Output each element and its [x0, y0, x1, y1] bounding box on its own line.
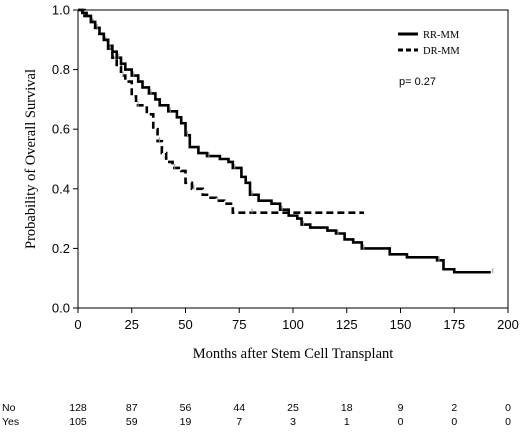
- risk-count: 56: [180, 402, 192, 414]
- x-tick-label: 0: [74, 317, 81, 332]
- risk-row-label: Yes: [2, 416, 19, 428]
- legend: RR-MM DR-MM: [398, 30, 460, 57]
- risk-count: 18: [341, 402, 353, 414]
- risk-count: 0: [451, 416, 457, 428]
- x-tick-label: 175: [443, 317, 465, 332]
- risk-count: 0: [505, 402, 511, 414]
- y-tick-label: 0.8: [52, 62, 70, 77]
- x-tick-label: 200: [497, 317, 519, 332]
- legend-label-rr-mm: RR-MM: [423, 30, 460, 41]
- risk-count: 87: [126, 402, 138, 414]
- x-tick-label: 125: [336, 317, 358, 332]
- y-axis-ticks: 0.0 0.2 0.4 0.6 0.8 1.0: [52, 3, 78, 316]
- series-line-rr-mm: [78, 8, 491, 274]
- x-tick-label: 75: [232, 317, 246, 332]
- y-tick-label: 1.0: [52, 3, 70, 18]
- x-tick-label: 25: [125, 317, 139, 332]
- risk-count: 0: [505, 416, 511, 428]
- risk-count: 25: [287, 402, 299, 414]
- risk-count: 105: [69, 416, 87, 428]
- x-axis-ticks: 0 25 50 75 100 125 150 175 200: [74, 308, 519, 332]
- risk-row-label: No: [2, 402, 16, 414]
- x-tick-label: 50: [178, 317, 192, 332]
- y-tick-label: 0.6: [52, 122, 70, 137]
- legend-label-dr-mm: DR-MM: [423, 46, 460, 57]
- risk-count: 0: [398, 416, 404, 428]
- series-layer: [78, 8, 494, 274]
- series-line-dr-mm: [78, 8, 364, 214]
- risk-count: 19: [180, 416, 192, 428]
- risk-count: 2: [451, 402, 457, 414]
- risk-count: 3: [290, 416, 296, 428]
- risk-count: 128: [69, 402, 87, 414]
- x-axis-label: Months after Stem Cell Transplant: [193, 346, 394, 362]
- p-value-annotation: p= 0.27: [399, 76, 436, 88]
- risk-table: No 128 87 56 44 25 18 9 2 0 Yes 105 59 19 7 3 1 0 0 0: [2, 402, 511, 428]
- risk-count: 59: [126, 416, 138, 428]
- risk-count: 1: [344, 416, 350, 428]
- x-tick-label: 100: [282, 317, 304, 332]
- y-axis-label: Probability of Overall Survival: [23, 69, 39, 249]
- y-tick-label: 0.4: [52, 181, 70, 196]
- y-tick-label: 0.0: [52, 301, 70, 316]
- x-tick-label: 150: [390, 317, 412, 332]
- risk-count: 7: [236, 416, 242, 428]
- risk-count: 9: [398, 402, 404, 414]
- y-tick-label: 0.2: [52, 241, 70, 256]
- risk-count: 44: [233, 402, 245, 414]
